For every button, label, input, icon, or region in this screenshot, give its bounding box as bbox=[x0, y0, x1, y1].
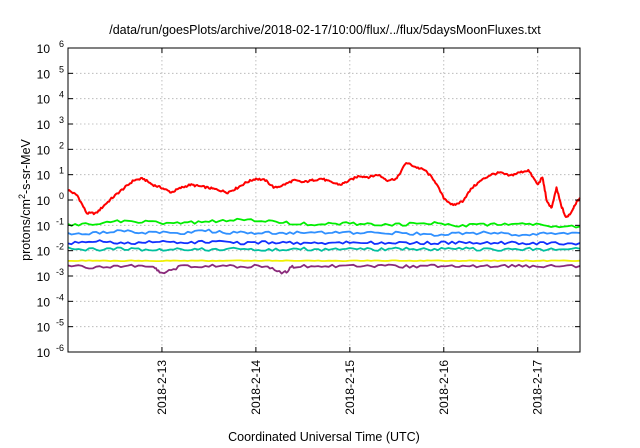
y-tick-label: 10 bbox=[37, 245, 51, 259]
y-axis-label: protons/cm2-s-sr-MeV bbox=[17, 138, 33, 260]
y-tick-exponent: 6 bbox=[59, 39, 64, 49]
x-tick-label: 2018-2-16 bbox=[437, 360, 451, 415]
series-line-3 bbox=[67, 228, 581, 237]
y-tick-exponent: -3 bbox=[56, 267, 64, 277]
chart-title: /data/run/goesPlots/archive/2018-02-17/1… bbox=[109, 23, 541, 37]
plot-frame bbox=[67, 47, 581, 353]
y-tick-exponent: 2 bbox=[59, 140, 64, 150]
y-tick-exponent: -5 bbox=[56, 318, 64, 328]
y-tick-label: 10 bbox=[37, 118, 51, 132]
series-line-2 bbox=[67, 217, 581, 229]
y-tick-exponent: 1 bbox=[59, 166, 64, 176]
y-tick-label: 10 bbox=[37, 295, 51, 309]
axis-layer: 10 -610 -510 -410 -310 -210 -110 010 110 210 310 41… bbox=[37, 39, 580, 415]
y-tick-label: 10 bbox=[37, 67, 51, 81]
y-tick-label: 10 bbox=[37, 219, 51, 233]
y-tick-label: 10 bbox=[37, 169, 51, 183]
y-tick-label: 10 bbox=[37, 346, 51, 360]
y-axis-label-superscript: 2 bbox=[17, 194, 27, 199]
x-tick-label: 2018-2-15 bbox=[343, 360, 357, 415]
y-tick-exponent: 0 bbox=[59, 191, 64, 201]
y-tick-label: 10 bbox=[37, 270, 51, 284]
y-tick-exponent: 5 bbox=[59, 64, 64, 74]
x-tick-label: 2018-2-14 bbox=[249, 360, 263, 415]
x-tick-label: 2018-2-13 bbox=[155, 360, 169, 415]
series-line-4 bbox=[67, 239, 581, 246]
y-tick-label: 10 bbox=[37, 143, 51, 157]
y-tick-label: 10 bbox=[37, 321, 51, 335]
y-tick-exponent: 3 bbox=[59, 115, 64, 125]
series-layer bbox=[67, 162, 581, 275]
series-line-1 bbox=[67, 162, 581, 218]
y-tick-exponent: 4 bbox=[59, 90, 64, 100]
x-tick-label: 2018-2-17 bbox=[531, 360, 545, 415]
y-tick-exponent: -1 bbox=[56, 216, 64, 226]
y-tick-label: 10 bbox=[37, 194, 51, 208]
y-tick-label: 10 bbox=[37, 93, 51, 107]
x-axis-label: Coordinated Universal Time (UTC) bbox=[228, 430, 420, 444]
grid-layer bbox=[68, 48, 580, 352]
series-line-5 bbox=[67, 246, 581, 252]
y-tick-exponent: -4 bbox=[56, 292, 64, 302]
y-tick-label: 10 bbox=[37, 42, 51, 56]
y-axis-label-prefix: protons/cm bbox=[19, 199, 33, 261]
series-line-7 bbox=[67, 263, 581, 275]
y-tick-exponent: -2 bbox=[56, 242, 64, 252]
y-axis-label-suffix: -s-sr-MeV bbox=[19, 138, 33, 194]
y-tick-exponent: -6 bbox=[56, 343, 64, 353]
series-line-6 bbox=[68, 259, 581, 263]
